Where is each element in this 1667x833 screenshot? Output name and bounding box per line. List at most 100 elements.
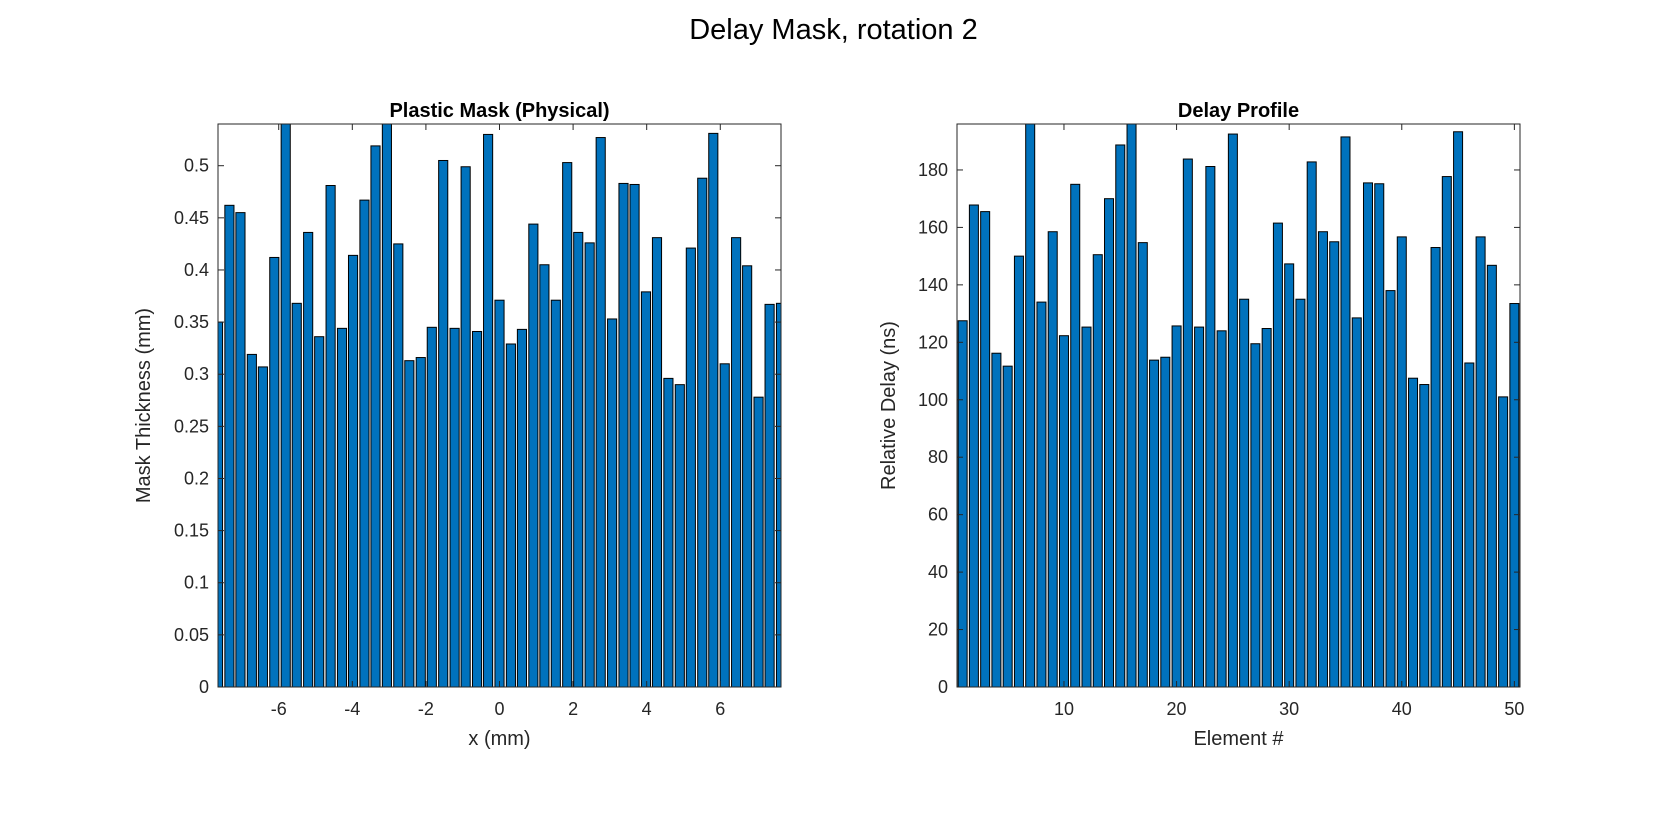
delay-ytick-label: 60 (928, 505, 948, 525)
delay-bar (1182, 158, 1193, 687)
left-axes-plastic-mask: -6 -4 -2 0 2 4 6 0 0.05 0.1 0.15 0.2 0.25 0.3 0.35 0.4 0… (133, 100, 782, 750)
delay-bar (1475, 236, 1486, 687)
mask-bar (257, 366, 268, 687)
delay-bar (1216, 330, 1227, 687)
mask-xtick-label: 0 (494, 699, 504, 719)
mask-bar (685, 247, 696, 687)
delay-bar (1329, 241, 1340, 687)
delay-ytick-label: 120 (918, 332, 948, 352)
delay-bar (968, 204, 979, 687)
delay-ytick-label: 180 (918, 160, 948, 180)
delay-bar (1272, 222, 1283, 687)
mask-ytick-label: 0.3 (184, 364, 209, 384)
mask-bar (235, 212, 246, 687)
delay-bar (1092, 254, 1103, 687)
mask-xlabel: x (mm) (468, 728, 530, 750)
mask-bar (426, 326, 437, 687)
delay-ylabel: Relative Delay (ns) (878, 321, 900, 490)
delay-bar (1261, 328, 1272, 687)
delay-bar (1194, 326, 1205, 687)
delay-bars (957, 124, 1520, 687)
mask-bar (483, 133, 494, 687)
mask-bar (742, 265, 753, 687)
mask-ytick-label: 0.45 (174, 208, 209, 228)
delay-bar (1126, 124, 1137, 687)
delay-bar (1340, 136, 1351, 687)
delay-bar (1025, 124, 1036, 687)
delay-bar (1081, 326, 1092, 687)
mask-bar (573, 231, 584, 687)
mask-bar (674, 384, 685, 687)
delay-bar (1430, 247, 1441, 687)
mask-bar (246, 353, 257, 687)
mask-xtick-label: 4 (642, 699, 652, 719)
mask-bar (719, 363, 730, 687)
mask-bar (528, 223, 539, 687)
delay-bar (1464, 362, 1475, 687)
mask-bar (731, 237, 742, 687)
mask-ytick-label: 0.05 (174, 625, 209, 645)
delay-bar (1385, 290, 1396, 687)
delay-ytick-label: 40 (928, 562, 948, 582)
mask-bar (347, 254, 359, 687)
mask-bar (336, 327, 348, 687)
delay-bar (1137, 242, 1148, 687)
mask-bar (618, 182, 629, 687)
delay-bar (1284, 263, 1295, 687)
mask-ytick-label: 0.4 (184, 260, 209, 280)
delay-bar (1002, 365, 1013, 687)
mask-bar (314, 336, 325, 687)
mask-bar (595, 137, 606, 687)
mask-bar (584, 242, 595, 687)
figure-title: Delay Mask, rotation 2 (689, 14, 978, 46)
mask-bar (539, 264, 550, 687)
mask-bar (370, 145, 381, 687)
mask-xtick-label: -2 (418, 699, 434, 719)
mask-ytick-label: 0.35 (174, 312, 209, 332)
mask-bar (764, 303, 775, 687)
mask-bar (291, 302, 302, 687)
delay-bar (1171, 325, 1182, 687)
delay-bar (1160, 356, 1171, 687)
mask-ytick-label: 0 (199, 677, 209, 697)
mask-bar (280, 124, 291, 687)
delay-bar (1239, 298, 1250, 687)
delay-ytick-label: 80 (928, 447, 948, 467)
delay-axes-title: Delay Profile (1178, 100, 1299, 122)
delay-bar (1295, 298, 1306, 687)
mask-xtick-label: 6 (715, 699, 725, 719)
mask-bar (449, 327, 460, 687)
delay-ytick-label: 20 (928, 620, 948, 640)
delay-bar (991, 352, 1002, 687)
mask-bar (303, 231, 314, 687)
mask-bar (494, 299, 505, 687)
delay-xtick-label: 20 (1167, 699, 1187, 719)
delay-axes-box (956, 123, 1521, 688)
mask-bar (629, 183, 640, 687)
delay-bar (1250, 343, 1261, 687)
delay-bar (1070, 183, 1081, 687)
delay-bar (1115, 144, 1126, 687)
mask-bar (550, 299, 561, 687)
delay-bar (957, 320, 968, 687)
mask-bar (562, 162, 573, 687)
mask-bar (438, 159, 449, 687)
mask-bar (381, 124, 392, 687)
mask-bar (404, 360, 415, 687)
mask-bar (359, 199, 370, 687)
delay-bar (1441, 176, 1452, 687)
delay-bar (1317, 231, 1328, 687)
mask-bar (325, 185, 336, 687)
delay-xtick-label: 40 (1392, 699, 1412, 719)
delay-bar (1509, 303, 1520, 687)
mask-bar (269, 256, 280, 687)
mask-bars (218, 124, 781, 687)
mask-bar (471, 330, 483, 687)
delay-bar (1396, 236, 1407, 687)
mask-ytick-label: 0.1 (184, 573, 209, 593)
delay-bar (980, 211, 991, 687)
right-axes-delay-profile: 10 20 30 40 50 0 20 40 60 80 100 120 140 160 180 Delay … (878, 100, 1524, 750)
mask-bar (415, 357, 426, 687)
mask-bar (775, 302, 781, 687)
